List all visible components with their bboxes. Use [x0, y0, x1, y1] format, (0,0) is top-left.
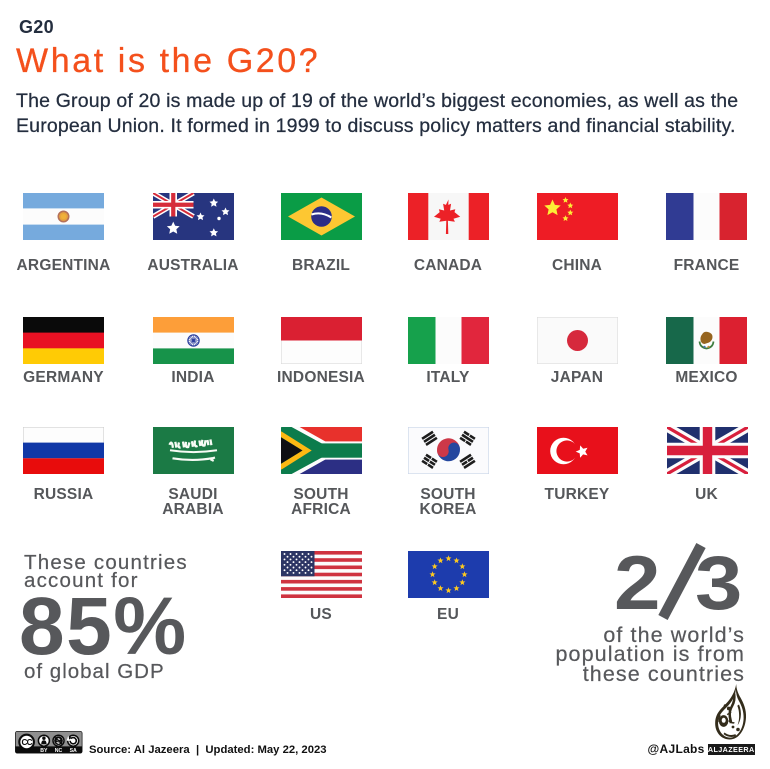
svg-text:BY: BY — [40, 748, 48, 753]
svg-text:CC: CC — [21, 738, 32, 747]
svg-text:SA: SA — [70, 748, 77, 753]
svg-text:NC: NC — [55, 748, 63, 753]
